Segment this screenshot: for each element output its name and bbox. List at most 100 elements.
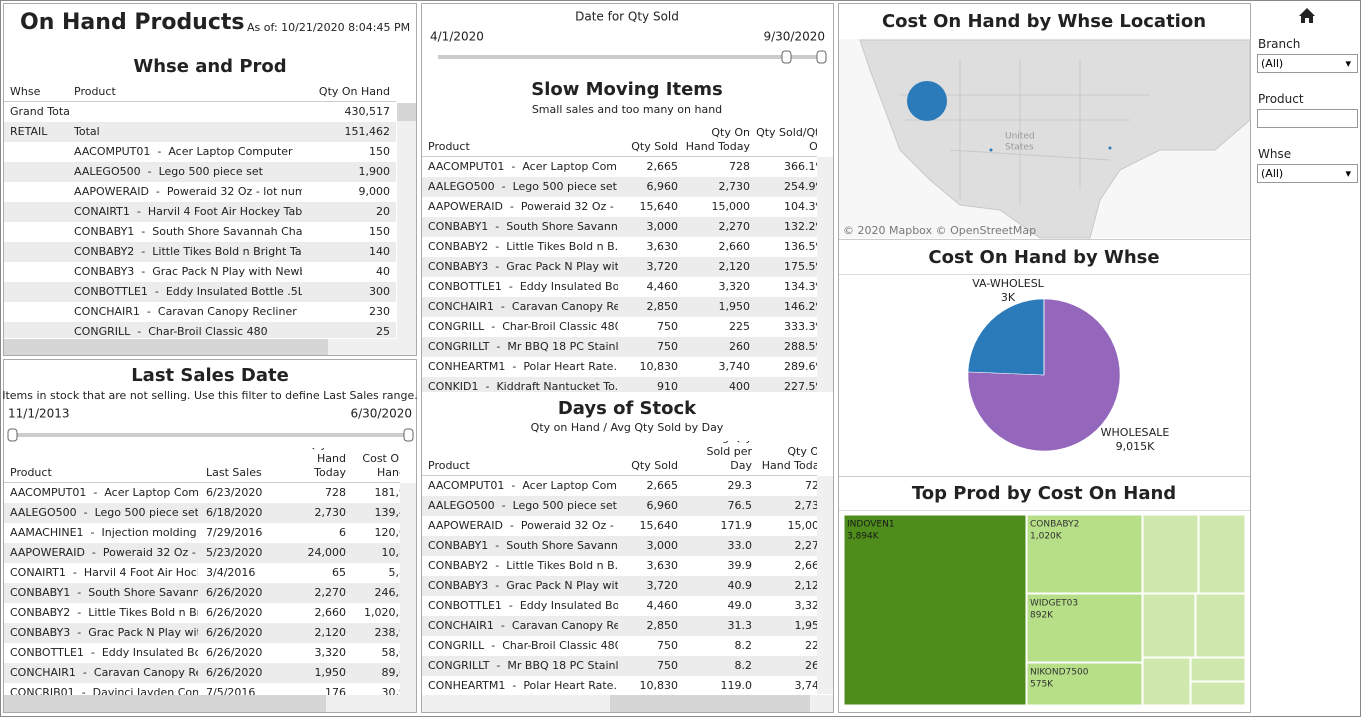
map-land: [859, 39, 1251, 239]
table-cell: 400: [729, 380, 750, 392]
map-bubble[interactable]: [1108, 146, 1112, 150]
table-cell: CONBABY1 - South Shore Savann..: [428, 539, 618, 552]
table-cell: 58,6: [381, 646, 401, 659]
table-cell: 31.3: [727, 619, 753, 632]
table-cell: CONGRILL - Char-Broil Classic 480: [428, 320, 618, 333]
table-cell: 2,665: [646, 160, 679, 173]
sheet-title: Cost On Hand by Whse: [928, 247, 1159, 268]
table-cell: 119.0: [720, 679, 753, 692]
table: Product Last Sales Qty On Hand Today Cost O…: [4, 448, 400, 695]
slider-handle[interactable]: [7, 428, 18, 442]
table: Product Qty Sold Avg Qty Sold per Day Qty O…: [422, 441, 817, 693]
panel: [421, 3, 834, 713]
table-cell: 3,720: [646, 260, 679, 273]
table-cell: 2,660: [718, 240, 751, 253]
as-of: As of: 10/21/2020 8:04:45 PM: [247, 21, 410, 34]
column-header: Product: [428, 140, 470, 153]
filter-control[interactable]: (All) ▾: [1257, 164, 1358, 183]
table-cell: 140: [369, 245, 390, 258]
panel: [3, 3, 417, 356]
table-cell: 15,000: [787, 519, 818, 532]
table-cell: 1,900: [358, 165, 391, 178]
treemap-label: CONBABY2: [1030, 520, 1079, 530]
slider-handle[interactable]: [781, 50, 792, 64]
scrollbar[interactable]: [400, 483, 416, 695]
scroll-thumb[interactable]: [397, 103, 416, 121]
scroll-thumb[interactable]: [610, 695, 810, 712]
table-cell: 3,320: [794, 599, 818, 612]
table-cell: AAPOWERAID - Poweraid 32 Oz - lot numb..: [74, 185, 302, 198]
header-rule: [422, 156, 817, 157]
dropdown-arrow[interactable]: ▾: [1345, 57, 1351, 70]
header-rule: [4, 482, 400, 483]
table-cell: 76.5: [727, 499, 753, 512]
table-cell: 181,9: [374, 486, 401, 499]
treemap-label: WIDGET03: [1030, 599, 1078, 609]
treemap-cell: [1142, 593, 1196, 658]
table-cell: 3,720: [646, 579, 679, 592]
table-cell: 750: [657, 639, 678, 652]
home-icon[interactable]: [1299, 8, 1315, 23]
header-rule: [422, 475, 817, 476]
slider-handle[interactable]: [403, 428, 414, 442]
table-cell: 39.9: [727, 559, 753, 572]
treemap-cell: [1142, 514, 1199, 594]
treemap-cell: [843, 514, 1027, 706]
table-cell: 24,000: [307, 546, 347, 559]
table-cell: 3,740: [718, 360, 751, 373]
column-header: Product: [10, 466, 52, 479]
table-cell: 4,460: [646, 280, 679, 293]
dashboard-title: On Hand Products: [20, 10, 245, 35]
table-cell: 2,120: [794, 579, 818, 592]
table-cell: 2,270: [718, 220, 751, 233]
table-cell: 728: [325, 486, 346, 499]
table-cell: CONBOTTLE1 - Eddy Insulated Bot..: [10, 646, 198, 659]
table-cell: 8.2: [734, 659, 753, 672]
table-cell: CONGRILLT - Mr BBQ 18 PC Stainl..: [428, 659, 618, 672]
table-cell: 7/29/2016: [206, 526, 263, 539]
scroll-thumb[interactable]: [4, 695, 326, 712]
table-cell: 2,660: [794, 559, 818, 572]
table-cell: AAMACHINE1 - Injection molding ..: [10, 526, 198, 539]
table-cell: 132.2%: [784, 220, 817, 233]
map-borders: [900, 60, 1150, 205]
table-cell: CONAIRT1 - Harvil 4 Foot Air Hock..: [10, 566, 198, 579]
table-cell: 6: [339, 526, 346, 539]
table-cell: 40: [376, 265, 390, 278]
treemap-label: INDOVEN1: [847, 520, 895, 530]
table-cell: CONCHAIR1 - Caravan Canopy Recliner: [74, 305, 297, 318]
table-cell: 3,740: [794, 679, 818, 692]
table-cell: CONHEARTM1 - Polar Heart Rate..: [428, 679, 618, 692]
slider-handle[interactable]: [816, 50, 827, 64]
table-cell: 25: [376, 325, 390, 338]
scrollbar[interactable]: [397, 103, 416, 339]
table-cell: 728: [805, 479, 817, 492]
table-cell: 289.6%: [784, 360, 817, 373]
table-cell: CONGRILL - Char-Broil Classic 480: [428, 639, 618, 652]
map-bubble[interactable]: [907, 81, 947, 121]
slider-end: 9/30/2020: [763, 30, 825, 44]
scrollbar[interactable]: [817, 157, 833, 392]
scroll-thumb[interactable]: [4, 339, 328, 355]
table-cell: 238,9: [374, 626, 401, 639]
table-cell: 6/26/2020: [206, 606, 263, 619]
table-cell: 7/5/2016: [206, 686, 256, 695]
table-cell: 6/26/2020: [206, 646, 263, 659]
treemap-cell: [1190, 657, 1246, 682]
table-cell: 246,3: [374, 586, 401, 599]
map-attribution: © 2020 Mapbox © OpenStreetMap: [843, 224, 1036, 237]
sheet-title: Whse and Prod: [133, 56, 286, 77]
table-row: [422, 676, 817, 693]
column-header: Last Sales: [206, 466, 262, 479]
table-cell: AACOMPUT01 - Acer Laptop Computer: [74, 145, 293, 158]
map-bubble[interactable]: [989, 148, 993, 152]
treemap-cell: [1026, 662, 1143, 706]
dropdown-arrow[interactable]: ▾: [1345, 167, 1351, 180]
filter-control[interactable]: [1257, 109, 1358, 128]
filter-control[interactable]: (All) ▾: [1257, 54, 1358, 73]
table-cell: CONBOTTLE1 - Eddy Insulated Bottle .5L: [74, 285, 302, 298]
scrollbar[interactable]: [817, 476, 833, 694]
table-cell: 15,000: [711, 200, 751, 213]
table-cell: 2,850: [646, 300, 679, 313]
